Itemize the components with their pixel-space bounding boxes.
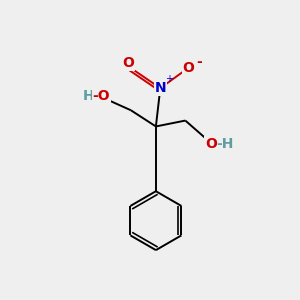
Text: O: O — [182, 61, 194, 75]
Text: N: N — [154, 81, 166, 95]
Text: O: O — [205, 136, 217, 151]
Text: +: + — [165, 74, 172, 84]
Text: H: H — [83, 88, 95, 103]
Text: -O: -O — [93, 88, 110, 103]
Text: -: - — [196, 55, 202, 69]
Text: -H: -H — [216, 136, 234, 151]
Text: O: O — [122, 56, 134, 70]
